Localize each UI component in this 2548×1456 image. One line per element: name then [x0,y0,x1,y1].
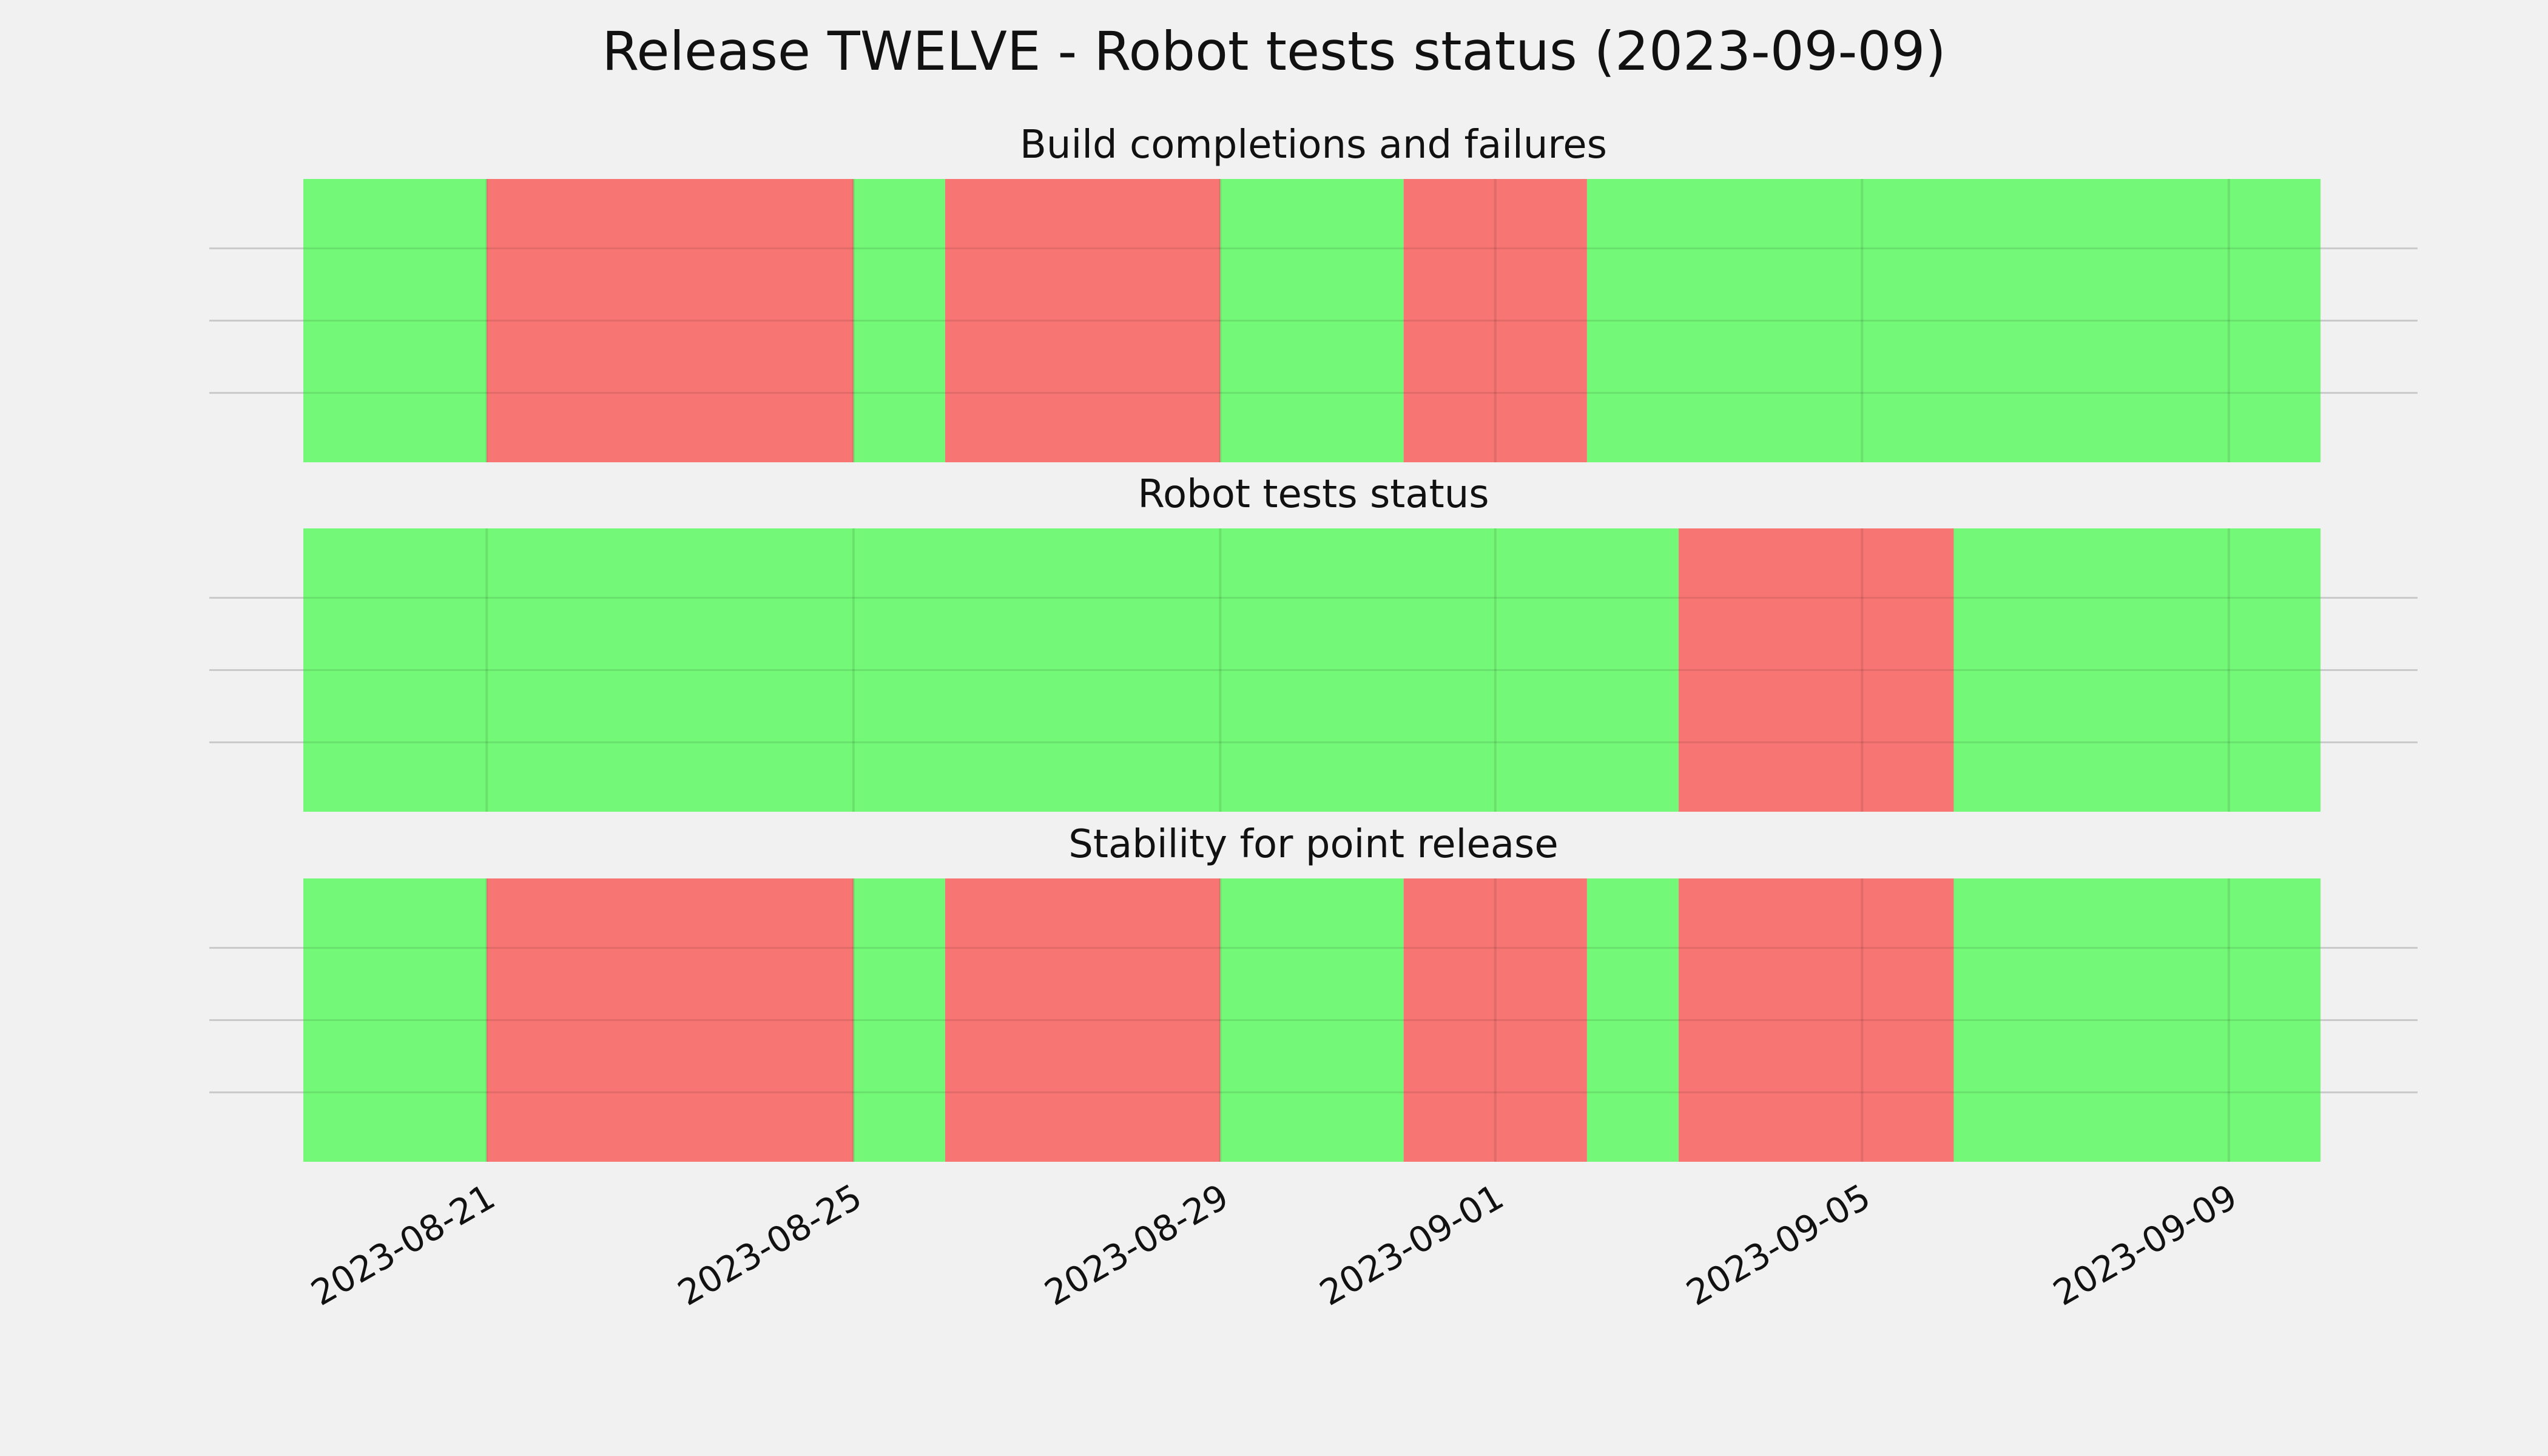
panel-robot-tests-status: Robot tests status [209,472,2418,812]
status-segment-fail [1403,878,1587,1162]
panel-build-completions: Build completions and failures [209,123,2418,462]
status-segment-pass [303,878,487,1162]
status-segment-fail [487,179,854,462]
status-segment-fail [945,878,1221,1162]
panel-stability-point-release: Stability for point release [209,822,2418,1162]
status-segment-pass [1220,179,1404,462]
status-segment-pass [1953,878,2320,1162]
x-axis: 2023-08-21 2023-08-25 2023-08-29 2023-09-01… [304,1176,2244,1313]
status-segment-pass [853,878,945,1162]
x-tick-label: 2023-08-25 [671,1176,869,1313]
status-segment-pass [1586,179,2320,462]
panel-title: Stability for point release [1068,822,1559,867]
status-segment-pass [1953,528,2320,812]
status-segment-fail [1403,179,1587,462]
panel-title: Build completions and failures [1020,123,1607,167]
status-segment-fail [1679,528,1954,812]
status-segment-pass [1220,878,1404,1162]
chart-title: Release TWELVE - Robot tests status (202… [602,20,1946,83]
status-segment-pass [303,528,1679,812]
status-segment-pass [853,179,945,462]
x-tick-label: 2023-09-01 [1313,1176,1511,1313]
status-segment-pass [1586,878,1679,1162]
panel-title: Robot tests status [1138,472,1489,517]
x-tick-label: 2023-08-21 [304,1176,502,1313]
status-segment-fail [1679,878,1954,1162]
status-segment-fail [945,179,1221,462]
x-tick-label: 2023-08-29 [1037,1176,1235,1313]
x-tick-label: 2023-09-05 [1679,1176,1877,1313]
status-segment-pass [303,179,487,462]
x-tick-label: 2023-09-09 [2046,1176,2244,1313]
status-segment-fail [487,878,854,1162]
